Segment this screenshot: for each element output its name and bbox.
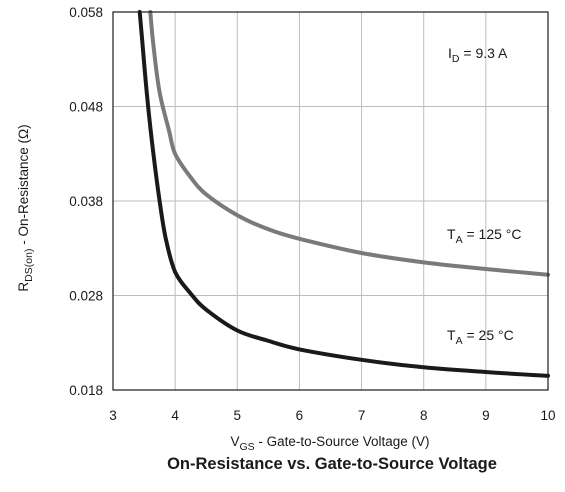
x-tick-label: 10 xyxy=(540,408,555,423)
x-tick-label: 7 xyxy=(358,408,366,423)
y-tick-label: 0.048 xyxy=(69,100,103,115)
id-annotation: ID = 9.3 A xyxy=(448,45,508,65)
y-tick-label: 0.018 xyxy=(69,383,103,398)
x-tick-label: 4 xyxy=(171,408,179,423)
x-tick-label: 8 xyxy=(420,408,428,423)
y-tick-label: 0.038 xyxy=(69,194,103,209)
series-line-125c xyxy=(148,10,550,277)
x-tick-label: 3 xyxy=(109,408,117,423)
tick-labels: 3 4 5 6 7 8 9 10 0.018 0.028 0.038 0.048 0.058 xyxy=(69,5,555,423)
series-label-125c: TA = 125 °C xyxy=(447,226,522,246)
plot-frame xyxy=(112,11,549,391)
series-label-25c: TA = 25 °C xyxy=(447,327,514,347)
series-line-25c xyxy=(137,10,550,378)
x-axis-label: VGS - Gate-to-Source Voltage (V) xyxy=(230,434,429,453)
y-axis-label: RDS(on) - On-Resistance (Ω) xyxy=(16,124,35,291)
chart-title: On-Resistance vs. Gate-to-Source Voltage xyxy=(167,455,497,473)
x-tick-label: 6 xyxy=(296,408,304,423)
x-tick-label: 5 xyxy=(234,408,242,423)
series-layer xyxy=(137,10,550,378)
y-tick-label: 0.058 xyxy=(69,5,103,20)
x-tick-label: 9 xyxy=(482,408,490,423)
y-tick-label: 0.028 xyxy=(69,289,103,304)
